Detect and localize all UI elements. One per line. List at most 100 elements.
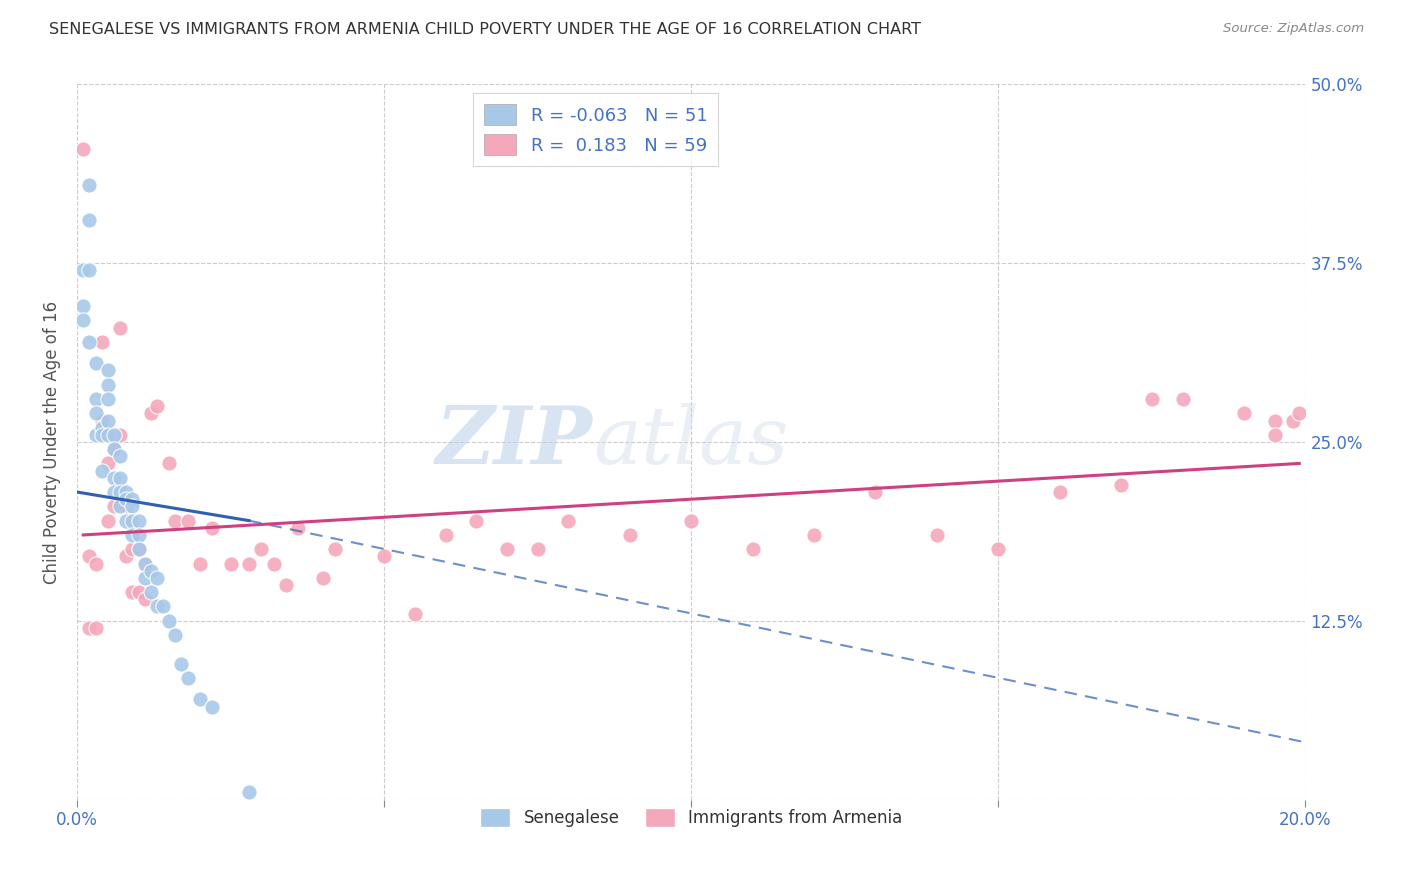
Point <box>134 592 156 607</box>
Point <box>165 628 187 642</box>
Point <box>925 528 948 542</box>
Point <box>97 377 120 392</box>
Point <box>170 657 193 671</box>
Point <box>434 528 457 542</box>
Point <box>121 500 143 514</box>
Point <box>323 542 346 557</box>
Legend: Senegalese, Immigrants from Armenia: Senegalese, Immigrants from Armenia <box>474 802 908 834</box>
Point <box>128 514 150 528</box>
Point <box>250 542 273 557</box>
Point <box>115 549 138 564</box>
Point <box>1140 392 1163 406</box>
Point <box>496 542 519 557</box>
Point <box>526 542 548 557</box>
Point <box>176 514 198 528</box>
Point <box>1049 485 1071 500</box>
Point <box>90 420 112 434</box>
Point <box>90 427 112 442</box>
Point <box>79 549 101 564</box>
Point <box>79 621 101 635</box>
Point <box>157 457 180 471</box>
Point <box>103 471 125 485</box>
Point <box>108 320 131 334</box>
Point <box>263 557 285 571</box>
Point <box>1282 413 1305 427</box>
Point <box>803 528 825 542</box>
Y-axis label: Child Poverty Under the Age of 16: Child Poverty Under the Age of 16 <box>44 301 60 583</box>
Point <box>97 457 120 471</box>
Point <box>157 614 180 628</box>
Point <box>115 485 138 500</box>
Point <box>219 557 242 571</box>
Point <box>465 514 488 528</box>
Point <box>134 571 156 585</box>
Point <box>72 142 94 156</box>
Point <box>108 500 131 514</box>
Point <box>90 334 112 349</box>
Text: Source: ZipAtlas.com: Source: ZipAtlas.com <box>1223 22 1364 36</box>
Point <box>90 464 112 478</box>
Point <box>146 571 169 585</box>
Point <box>84 406 107 420</box>
Point <box>134 557 156 571</box>
Point <box>121 585 143 599</box>
Point <box>146 399 169 413</box>
Point <box>619 528 641 542</box>
Point <box>139 406 162 420</box>
Point <box>188 692 211 706</box>
Point <box>84 427 107 442</box>
Point <box>84 557 107 571</box>
Point <box>865 485 887 500</box>
Point <box>1264 427 1286 442</box>
Point <box>121 528 143 542</box>
Point <box>373 549 395 564</box>
Point <box>108 450 131 464</box>
Point <box>90 413 112 427</box>
Point <box>557 514 579 528</box>
Point <box>115 500 138 514</box>
Point <box>128 542 150 557</box>
Point <box>128 528 150 542</box>
Point <box>79 263 101 277</box>
Point <box>103 485 125 500</box>
Point <box>115 514 138 528</box>
Point <box>121 514 143 528</box>
Point <box>103 427 125 442</box>
Point <box>139 564 162 578</box>
Point <box>121 542 143 557</box>
Point <box>97 392 120 406</box>
Text: atlas: atlas <box>593 403 789 481</box>
Point <box>1288 406 1310 420</box>
Point <box>84 392 107 406</box>
Point <box>128 542 150 557</box>
Point <box>79 178 101 192</box>
Point <box>741 542 763 557</box>
Point <box>97 427 120 442</box>
Text: ZIP: ZIP <box>436 403 593 481</box>
Point <box>188 557 211 571</box>
Point <box>1233 406 1256 420</box>
Point <box>312 571 335 585</box>
Point <box>97 413 120 427</box>
Point <box>97 514 120 528</box>
Point <box>103 442 125 457</box>
Point <box>681 514 703 528</box>
Point <box>121 492 143 507</box>
Point <box>72 299 94 313</box>
Point <box>238 785 260 799</box>
Point <box>1171 392 1194 406</box>
Point <box>79 334 101 349</box>
Text: SENEGALESE VS IMMIGRANTS FROM ARMENIA CHILD POVERTY UNDER THE AGE OF 16 CORRELAT: SENEGALESE VS IMMIGRANTS FROM ARMENIA CH… <box>49 22 921 37</box>
Point <box>287 521 309 535</box>
Point <box>139 585 162 599</box>
Point <box>72 313 94 327</box>
Point <box>103 442 125 457</box>
Point <box>115 492 138 507</box>
Point <box>79 213 101 227</box>
Point <box>128 585 150 599</box>
Point <box>1264 413 1286 427</box>
Point <box>97 363 120 377</box>
Point <box>134 557 156 571</box>
Point <box>274 578 297 592</box>
Point <box>176 671 198 685</box>
